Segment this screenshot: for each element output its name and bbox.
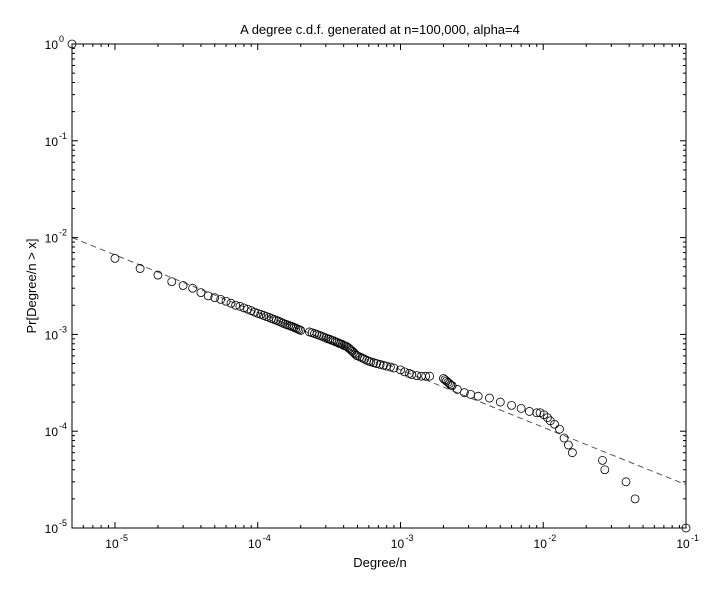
data-point — [532, 408, 542, 418]
plot-area — [71, 43, 687, 529]
data-point — [459, 388, 469, 398]
data-point — [321, 333, 331, 343]
x-tick-exponent: -4 — [263, 533, 271, 543]
data-point — [621, 477, 631, 487]
x-tick-exponent: -1 — [691, 533, 699, 543]
x-axis-label: Degree/n — [353, 555, 406, 570]
y-tick-label: 10 — [45, 522, 59, 536]
data-point — [396, 365, 405, 375]
data-point — [559, 433, 569, 443]
data-point — [550, 419, 559, 429]
data-point — [210, 293, 220, 303]
data-point — [379, 360, 388, 370]
y-tick-label: 10 — [45, 425, 59, 439]
data-points-layer — [67, 39, 691, 533]
data-point — [567, 448, 577, 458]
data-point — [167, 277, 177, 287]
y-tick-exponent: 0 — [59, 34, 64, 44]
data-point — [274, 316, 283, 326]
data-point — [325, 334, 335, 344]
data-point — [372, 359, 381, 368]
x-tick-exponent: -2 — [548, 533, 556, 543]
data-point — [375, 359, 385, 369]
x-tick-exponent: -5 — [120, 533, 128, 543]
data-point — [360, 354, 369, 364]
y-tick-exponent: -1 — [59, 131, 67, 141]
x-tick-label: 10 — [534, 537, 548, 551]
data-point — [421, 371, 431, 381]
y-tick-exponent: -3 — [59, 324, 67, 334]
data-point — [598, 455, 607, 465]
data-point — [226, 298, 236, 308]
y-tick-exponent: -4 — [59, 421, 67, 431]
data-point — [235, 301, 245, 311]
data-point — [203, 291, 213, 301]
data-point — [563, 440, 573, 450]
y-axis-label: Pr[Degree/n > x] — [24, 238, 39, 333]
data-point — [543, 413, 552, 423]
data-point — [446, 380, 456, 390]
data-point — [425, 371, 435, 381]
data-point — [452, 385, 462, 394]
data-point — [135, 264, 145, 273]
x-tick-label: 10 — [391, 537, 405, 551]
chart-title: A degree c.d.f. generated at n=100,000, … — [240, 22, 520, 37]
data-point — [407, 370, 417, 379]
data-point — [296, 325, 306, 335]
data-point — [516, 403, 526, 413]
data-point — [178, 281, 188, 290]
data-point — [294, 325, 304, 335]
y-tick-exponent: -5 — [59, 518, 67, 528]
data-point — [110, 253, 120, 263]
data-point — [221, 296, 231, 306]
data-point — [319, 332, 329, 342]
y-tick-label: 10 — [45, 38, 59, 52]
data-point — [386, 362, 395, 372]
data-point — [353, 351, 362, 361]
y-tick-label: 10 — [45, 135, 59, 149]
data-point — [389, 363, 399, 373]
data-point — [630, 494, 640, 504]
data-point — [525, 407, 534, 416]
data-point — [507, 400, 516, 410]
x-tick-label: 10 — [248, 537, 262, 551]
y-tick-exponent: -2 — [59, 228, 67, 238]
data-point — [495, 397, 505, 407]
data-point — [278, 318, 288, 328]
x-ticks-layer: 10 -5 10 -4 10 -3 10 -2 10 -1 — [71, 44, 699, 551]
data-point — [196, 288, 206, 298]
y-tick-label: 10 — [45, 232, 59, 246]
data-point — [485, 393, 494, 403]
x-tick-label: 10 — [676, 537, 690, 551]
data-point — [231, 300, 241, 310]
data-point — [600, 465, 610, 475]
x-tick-exponent: -3 — [405, 533, 413, 543]
data-point — [444, 379, 454, 389]
y-tick-label: 10 — [45, 328, 59, 342]
data-point — [188, 283, 198, 293]
x-tick-label: 10 — [105, 537, 119, 551]
data-point — [555, 424, 564, 434]
data-point — [153, 270, 163, 280]
data-point — [412, 371, 422, 381]
data-point — [276, 317, 286, 327]
data-point — [216, 294, 226, 304]
data-point — [350, 349, 360, 359]
data-point — [473, 391, 483, 401]
